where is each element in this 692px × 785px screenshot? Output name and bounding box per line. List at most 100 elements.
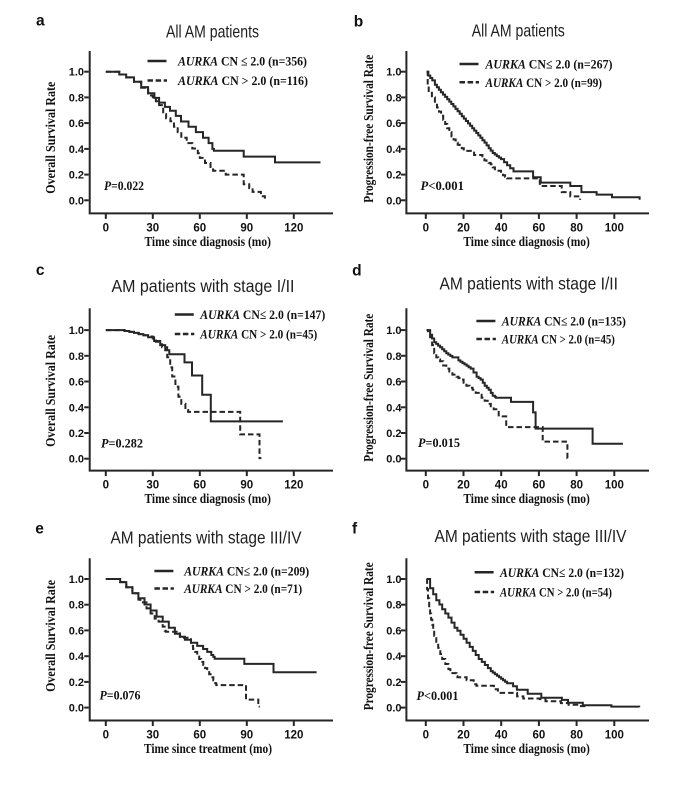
svg-text:0.8: 0.8 xyxy=(69,92,84,104)
svg-text:100: 100 xyxy=(605,730,624,742)
svg-text:0.8: 0.8 xyxy=(386,600,401,612)
svg-text:Time since diagnosis (mo): Time since diagnosis (mo) xyxy=(144,491,271,506)
svg-text:60: 60 xyxy=(193,730,206,742)
svg-text:P<0.001: P<0.001 xyxy=(417,688,459,703)
svg-text:Time since diagnosis (mo): Time since diagnosis (mo) xyxy=(463,491,590,506)
svg-text:30: 30 xyxy=(146,730,159,742)
svg-text:AURKA CN > 2.0 (n=116): AURKA CN > 2.0 (n=116) xyxy=(177,73,308,88)
svg-text:20: 20 xyxy=(457,480,470,492)
svg-text:0.2: 0.2 xyxy=(386,677,401,689)
svg-text:AM patients with stage I/II: AM patients with stage I/II xyxy=(439,273,618,293)
svg-text:0.8: 0.8 xyxy=(69,351,84,363)
svg-text:100: 100 xyxy=(605,480,624,492)
svg-text:0.2: 0.2 xyxy=(386,428,401,440)
svg-text:20: 20 xyxy=(457,730,470,742)
svg-text:0.0: 0.0 xyxy=(386,703,401,715)
svg-text:0.6: 0.6 xyxy=(386,377,401,389)
svg-text:0.4: 0.4 xyxy=(69,144,85,156)
svg-text:Progression-free Survival Rate: Progression-free Survival Rate xyxy=(361,314,376,462)
svg-text:0.6: 0.6 xyxy=(69,377,84,389)
svg-text:P=0.282: P=0.282 xyxy=(101,436,143,451)
svg-text:0.4: 0.4 xyxy=(386,144,402,156)
svg-text:0: 0 xyxy=(103,730,109,742)
svg-text:a: a xyxy=(36,13,45,30)
svg-text:0.0: 0.0 xyxy=(69,454,84,466)
svg-text:0.2: 0.2 xyxy=(69,170,84,182)
svg-text:60: 60 xyxy=(193,480,206,492)
svg-text:0.6: 0.6 xyxy=(386,118,401,130)
svg-text:AURKA CN≤ 2.0 (n=209): AURKA CN≤ 2.0 (n=209) xyxy=(183,564,309,579)
svg-text:120: 120 xyxy=(284,222,303,234)
svg-text:Overall Survival Rate: Overall Survival Rate xyxy=(43,335,58,447)
svg-text:90: 90 xyxy=(240,480,253,492)
svg-text:Time since diagnosis (mo): Time since diagnosis (mo) xyxy=(144,234,271,249)
svg-text:1.0: 1.0 xyxy=(386,67,401,79)
svg-text:80: 80 xyxy=(570,480,583,492)
svg-text:0.8: 0.8 xyxy=(386,92,401,104)
svg-text:Time since diagnosis (mo): Time since diagnosis (mo) xyxy=(463,234,590,249)
svg-text:40: 40 xyxy=(495,480,508,492)
svg-text:Time since diagnosis (mo): Time since diagnosis (mo) xyxy=(463,741,590,756)
svg-text:40: 40 xyxy=(495,222,508,234)
svg-text:60: 60 xyxy=(533,480,546,492)
svg-text:0: 0 xyxy=(103,480,109,492)
svg-text:AURKA CN ≤ 2.0 (n=356): AURKA CN ≤ 2.0 (n=356) xyxy=(177,54,307,69)
svg-text:Progression-free Survival Rate: Progression-free Survival Rate xyxy=(361,55,376,203)
svg-text:0.0: 0.0 xyxy=(69,195,84,207)
svg-text:b: b xyxy=(354,14,363,31)
svg-text:AURKA CN > 2.0 (n=45): AURKA CN > 2.0 (n=45) xyxy=(199,327,317,342)
svg-text:0: 0 xyxy=(423,730,429,742)
svg-text:AM patients with stage I/II: AM patients with stage I/II xyxy=(112,276,295,296)
svg-text:0.4: 0.4 xyxy=(69,651,85,663)
svg-text:P=0.015: P=0.015 xyxy=(418,435,460,450)
svg-text:80: 80 xyxy=(570,730,583,742)
svg-text:AURKA CN≤ 2.0 (n=135): AURKA CN≤ 2.0 (n=135) xyxy=(501,314,626,329)
svg-text:0.8: 0.8 xyxy=(386,351,401,363)
svg-text:60: 60 xyxy=(533,730,546,742)
svg-text:AURKA CN≤ 2.0 (n=267): AURKA CN≤ 2.0 (n=267) xyxy=(485,57,613,72)
svg-text:0.2: 0.2 xyxy=(69,428,84,440)
svg-text:All AM patients: All AM patients xyxy=(472,21,565,41)
svg-text:c: c xyxy=(36,262,45,279)
svg-text:100: 100 xyxy=(605,222,624,234)
svg-text:0.0: 0.0 xyxy=(386,454,401,466)
svg-text:0.0: 0.0 xyxy=(69,703,84,715)
svg-text:AM patients with stage III/IV: AM patients with stage III/IV xyxy=(111,528,302,548)
svg-text:60: 60 xyxy=(533,222,546,234)
svg-text:90: 90 xyxy=(240,222,253,234)
svg-text:0.6: 0.6 xyxy=(386,625,401,637)
svg-text:120: 120 xyxy=(284,480,303,492)
svg-text:1.0: 1.0 xyxy=(386,574,401,586)
svg-text:P=0.076: P=0.076 xyxy=(100,688,141,703)
svg-text:90: 90 xyxy=(240,730,253,742)
svg-text:AURKA CN > 2.0 (n=99): AURKA CN > 2.0 (n=99) xyxy=(485,75,602,90)
svg-text:0: 0 xyxy=(423,480,429,492)
svg-text:1.0: 1.0 xyxy=(69,325,84,337)
svg-text:0.6: 0.6 xyxy=(69,118,84,130)
svg-text:30: 30 xyxy=(146,480,159,492)
svg-text:30: 30 xyxy=(146,222,159,234)
svg-text:AURKA CN > 2.0 (n=71): AURKA CN > 2.0 (n=71) xyxy=(183,581,302,596)
svg-text:0: 0 xyxy=(423,222,429,234)
svg-text:AURKA CN > 2.0 (n=45): AURKA CN > 2.0 (n=45) xyxy=(501,332,615,347)
svg-text:0.0: 0.0 xyxy=(386,195,401,207)
svg-text:0.2: 0.2 xyxy=(386,170,401,182)
svg-text:1.0: 1.0 xyxy=(386,325,401,337)
svg-text:e: e xyxy=(35,521,44,538)
svg-text:Time since treatment (mo): Time since treatment (mo) xyxy=(144,741,272,756)
svg-text:0.6: 0.6 xyxy=(69,625,84,637)
svg-text:AURKA CN≤ 2.0 (n=132): AURKA CN≤ 2.0 (n=132) xyxy=(499,565,624,580)
svg-text:f: f xyxy=(352,521,358,538)
svg-text:20: 20 xyxy=(457,222,470,234)
svg-text:1.0: 1.0 xyxy=(69,574,84,586)
svg-text:0.4: 0.4 xyxy=(386,402,402,414)
svg-text:0.4: 0.4 xyxy=(69,402,85,414)
svg-text:0.2: 0.2 xyxy=(69,677,84,689)
svg-text:P=0.022: P=0.022 xyxy=(104,178,144,193)
svg-text:120: 120 xyxy=(284,730,303,742)
svg-text:Overall Survival Rate: Overall Survival Rate xyxy=(43,82,58,194)
svg-text:AURKA CN≤ 2.0 (n=147): AURKA CN≤ 2.0 (n=147) xyxy=(199,307,325,322)
svg-text:60: 60 xyxy=(193,222,206,234)
svg-text:40: 40 xyxy=(495,730,508,742)
svg-text:80: 80 xyxy=(570,222,583,234)
